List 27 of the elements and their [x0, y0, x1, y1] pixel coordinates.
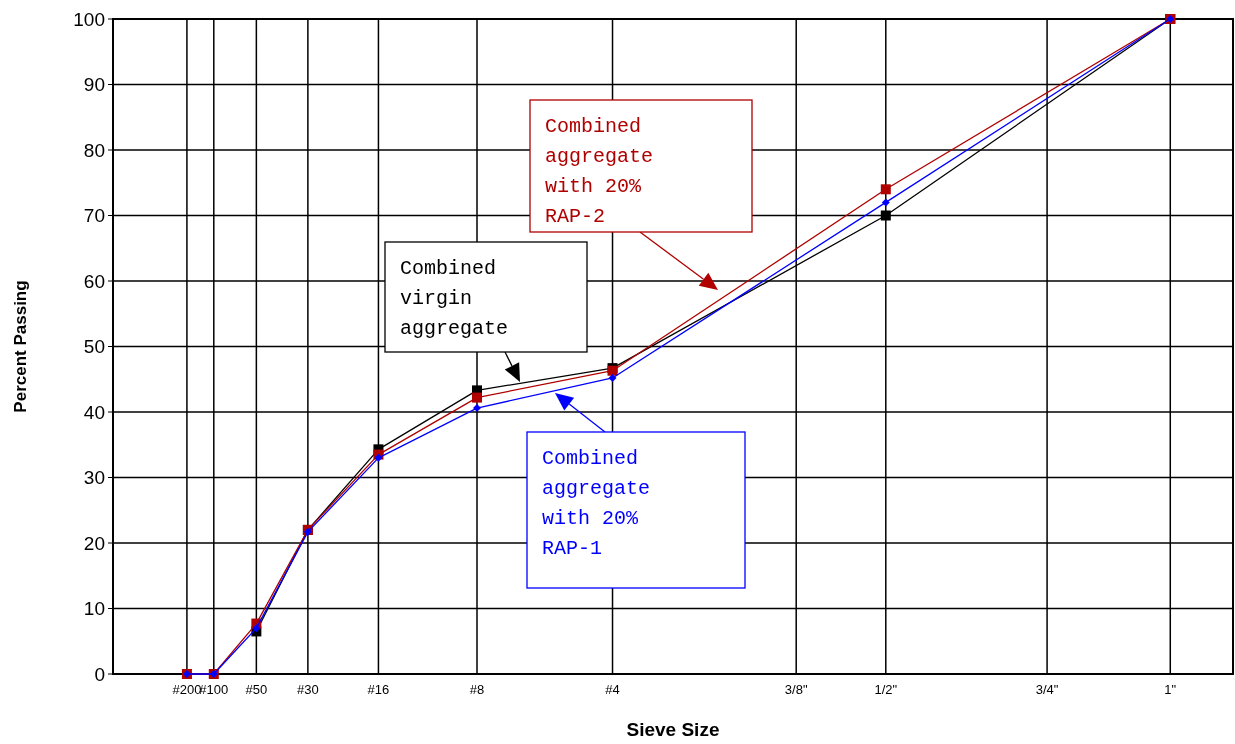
x-tick-label: #30	[297, 682, 319, 697]
x-axis-title: Sieve Size	[626, 719, 720, 740]
x-tick-label: #200	[172, 682, 202, 697]
y-tick-label: 50	[83, 336, 105, 358]
x-tick-label: #8	[469, 682, 485, 697]
x-tick-label: #4	[605, 682, 620, 697]
y-tick-label: 90	[83, 74, 105, 96]
y-tick-label: 80	[83, 139, 105, 161]
y-tick-label: 40	[83, 401, 105, 423]
y-tick-label: 20	[83, 532, 105, 554]
y-tick-label: 30	[83, 467, 105, 489]
annotation: Combined virgin aggregate	[400, 257, 509, 340]
annotation: Combined aggregate with 20% RAP-1	[542, 447, 651, 560]
y-tick-label: 70	[83, 205, 105, 227]
x-tick-label: 1/2"	[874, 682, 898, 697]
annotation: Combined aggregate with 20% RAP-2	[545, 115, 654, 228]
y-tick-label: 100	[73, 8, 105, 30]
y-tick-label: 60	[83, 270, 105, 292]
y-tick-label: 10	[83, 598, 105, 620]
x-tick-label: 3/4"	[1035, 682, 1059, 697]
x-tick-label: #16	[367, 682, 390, 697]
x-tick-label: #100	[199, 682, 229, 697]
y-axis-title: Percent Passing	[11, 280, 30, 413]
x-tick-label: 1"	[1164, 682, 1177, 697]
y-tick-label: 0	[94, 663, 105, 685]
x-tick-label: 3/8"	[784, 682, 808, 697]
x-tick-label: #50	[245, 682, 268, 697]
